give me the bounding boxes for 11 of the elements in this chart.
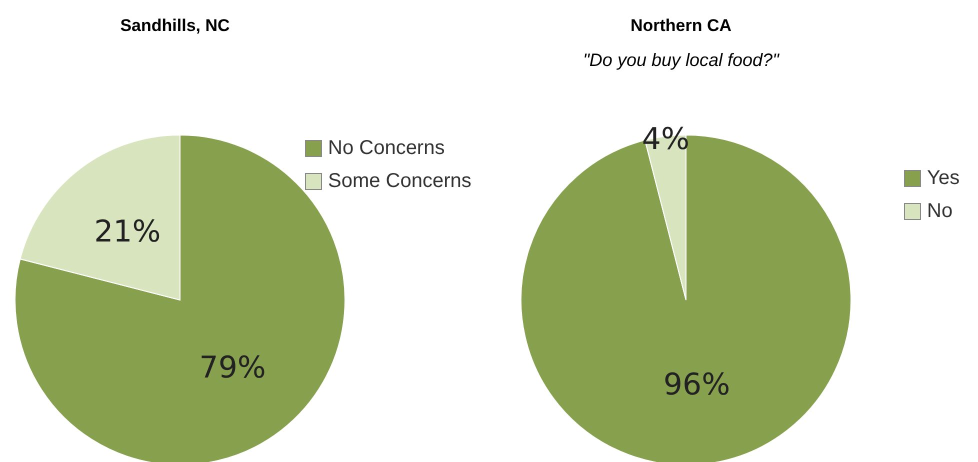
- chart-title: Sandhills, NC: [119, 16, 231, 36]
- legend-label: No: [927, 200, 953, 223]
- data-label: 4%: [642, 122, 690, 158]
- chart-subtitle: "Do you buy local food?": [582, 50, 780, 71]
- data-label: 21%: [94, 214, 161, 250]
- legend-label: Some Concerns: [328, 170, 472, 193]
- data-label: 96%: [663, 368, 730, 403]
- legend-label: Yes: [927, 167, 960, 190]
- legend-label: No Concerns: [328, 137, 445, 160]
- chart-title: Northern CA: [629, 16, 733, 36]
- data-label: 79%: [199, 350, 266, 386]
